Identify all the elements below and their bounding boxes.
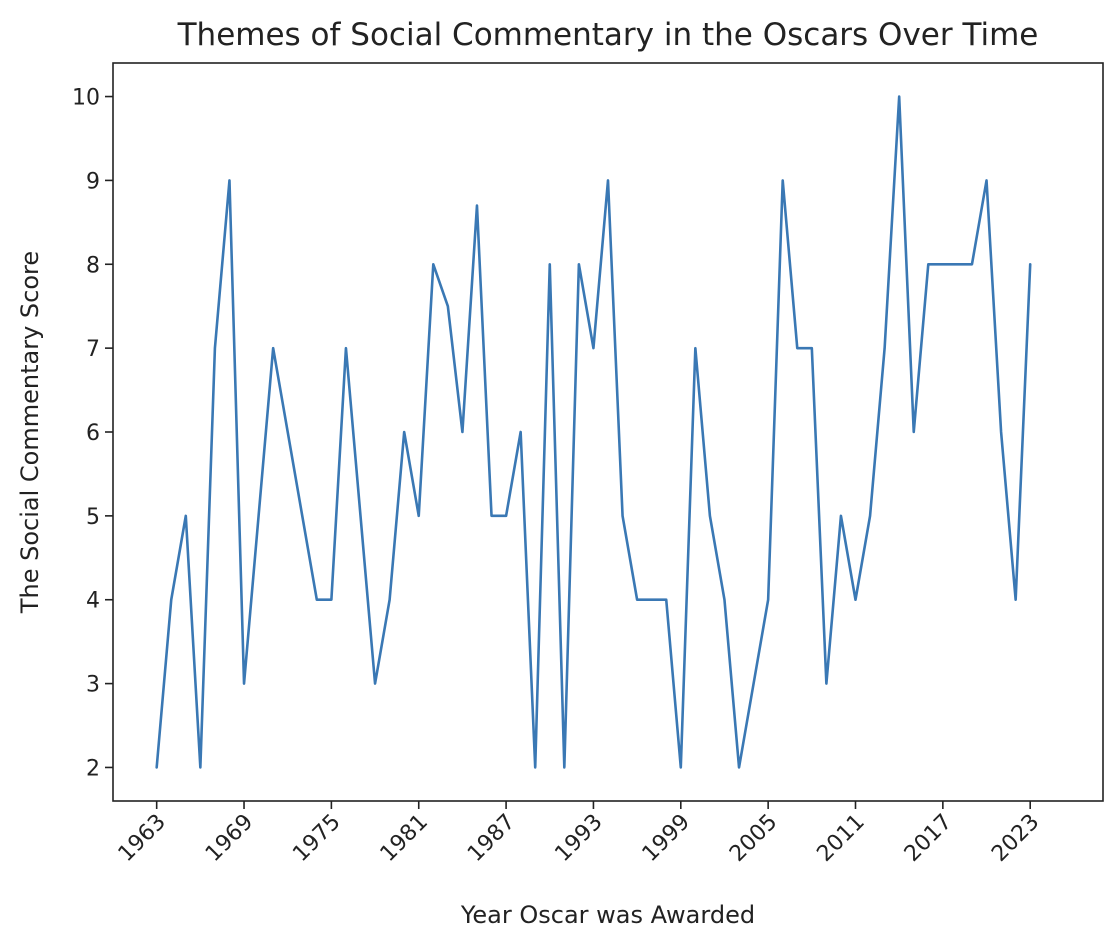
y-tick-label: 8 xyxy=(86,253,100,278)
y-tick-label: 5 xyxy=(86,505,100,530)
y-tick-label: 7 xyxy=(86,337,100,362)
y-tick-label: 4 xyxy=(86,589,100,614)
plot-frame xyxy=(112,62,1104,802)
x-axis-label: Year Oscar was Awarded xyxy=(460,901,755,929)
x-tick-label: 1963 xyxy=(114,810,171,867)
series-layer xyxy=(155,95,1032,769)
x-tick-label: 1969 xyxy=(201,810,258,867)
y-tick-label: 9 xyxy=(86,169,100,194)
y-tick-label: 3 xyxy=(86,673,100,698)
y-tick-label: 10 xyxy=(72,86,100,111)
x-axis: 1963 1969 1975 1981 1987 1993 1999 2005 2011 2017… xyxy=(114,801,1044,867)
y-tick-label: 2 xyxy=(86,756,100,781)
plot-area xyxy=(112,62,1104,802)
x-tick-label: 1999 xyxy=(638,810,695,867)
x-tick-label: 1987 xyxy=(463,810,520,867)
x-tick-label: 1981 xyxy=(376,810,433,867)
x-tick-label: 1975 xyxy=(288,810,345,867)
x-tick-label: 2023 xyxy=(987,810,1044,867)
x-tick-label: 2011 xyxy=(812,810,869,867)
y-tick-label: 6 xyxy=(86,421,100,446)
chart-title: Themes of Social Commentary in the Oscar… xyxy=(177,17,1039,53)
y-axis-label: The Social Commentary Score xyxy=(16,251,44,614)
y-axis: 2 3 4 5 6 7 8 9 10 xyxy=(72,86,113,781)
x-tick-label: 2017 xyxy=(900,810,957,867)
x-tick-label: 1993 xyxy=(550,810,607,867)
x-tick-label: 2005 xyxy=(725,810,782,867)
